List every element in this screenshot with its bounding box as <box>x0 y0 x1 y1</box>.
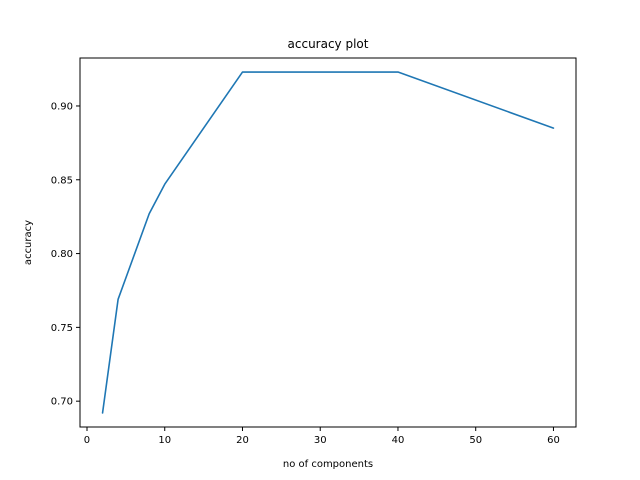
y-axis-label: accuracy <box>23 220 34 265</box>
x-tick-label: 20 <box>236 435 249 446</box>
x-tick-label: 40 <box>392 435 405 446</box>
x-tick-label: 0 <box>84 435 90 446</box>
y-tick-label: 0.70 <box>51 397 73 408</box>
y-tick-label: 0.90 <box>51 101 73 112</box>
y-tick-label: 0.85 <box>51 175 73 186</box>
x-tick-label: 30 <box>314 435 327 446</box>
x-axis-label: no of components <box>283 459 373 470</box>
x-axis: 0 10 20 30 40 50 60 <box>84 427 560 446</box>
plot-area-frame <box>79 57 577 428</box>
accuracy-series-line <box>101 71 555 414</box>
y-tick-label: 0.75 <box>51 323 73 334</box>
x-tick-label: 50 <box>469 435 482 446</box>
x-tick-label: 60 <box>547 435 560 446</box>
chart-title: accuracy plot <box>288 37 369 51</box>
y-axis: 0.70 0.75 0.80 0.85 0.90 <box>51 101 80 408</box>
series-layer <box>101 71 555 414</box>
y-tick-label: 0.80 <box>51 249 73 260</box>
x-tick-label: 10 <box>158 435 171 446</box>
